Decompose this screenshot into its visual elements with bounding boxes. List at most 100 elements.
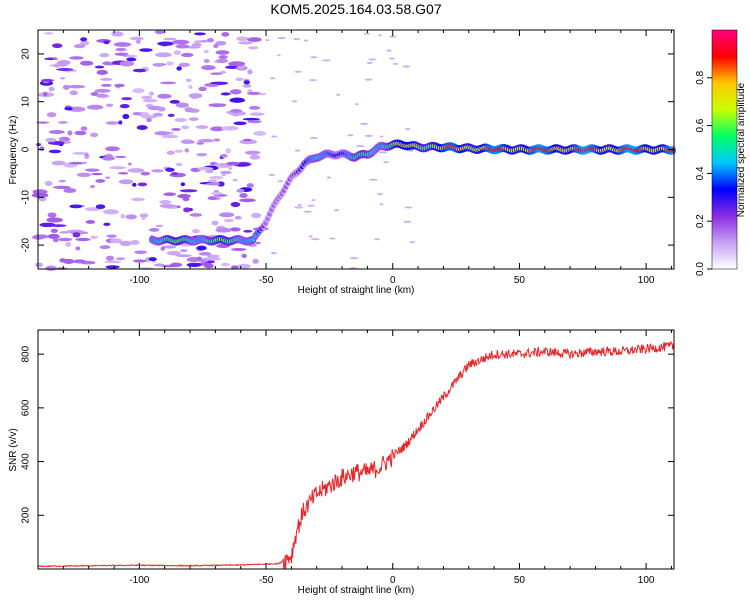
noise-blob [120,213,125,219]
noise-blob [132,182,137,187]
y-tick-label: 10 [21,96,32,108]
noise-blob [205,170,214,174]
noise-blob [310,56,318,59]
noise-blob [159,81,177,85]
noise-blob [57,120,68,124]
noise-blob [198,86,207,92]
noise-blob [105,121,119,125]
noise-blob [159,199,172,205]
noise-blob [220,92,231,96]
noise-blob [379,135,384,138]
noise-blob [277,36,287,39]
noise-blob [216,58,229,64]
figure-title: KOM5.2025.164.03.58.G07 [270,1,441,17]
noise-blob [104,260,122,264]
noise-blob [105,255,115,261]
noise-blob [67,84,86,89]
noise-blob [291,100,298,103]
noise-blob [151,169,164,173]
x-tick-label: 100 [638,275,655,286]
noise-blob [186,45,201,49]
noise-blob [127,162,132,166]
noise-blob [48,86,55,92]
noise-blob [57,59,71,66]
noise-blob [136,125,148,131]
noise-blob [255,241,261,245]
noise-blob [221,32,230,37]
noise-blob [238,41,253,45]
noise-blob [220,153,228,158]
noise-blob [132,68,147,73]
noise-blob [166,61,174,66]
noise-blob [175,162,183,167]
noise-blob [329,237,336,240]
noise-blob [303,210,312,213]
noise-blob [347,134,354,137]
spectrogram-ridge [149,139,676,246]
noise-blob [221,125,239,131]
noise-blob [60,77,66,80]
noise-blob [46,217,64,223]
noise-blob [208,103,227,108]
spectrogram-x-label: Height of straight line (km) [298,285,415,296]
colorbar-ticks: 0.0 0.2 0.4 0.6 0.8 [695,70,712,276]
noise-blob [376,193,383,196]
snr-x-label: Height of straight line (km) [298,585,415,596]
noise-blob [355,145,365,148]
noise-blob [308,235,313,238]
noise-blob [374,238,380,241]
noise-blob [69,90,79,96]
noise-blob [206,38,214,43]
noise-blob [47,212,57,218]
noise-blob [146,117,152,123]
noise-blob [242,84,252,88]
noise-blob [230,201,241,208]
noise-blob [51,160,66,166]
noise-blob [226,161,240,166]
noise-blob [334,209,340,212]
noise-blob [157,106,166,112]
noise-blob [196,153,208,157]
noise-blob [229,97,246,103]
noise-blob [220,262,230,267]
noise-blob [119,60,135,67]
noise-blob [50,228,58,234]
noise-blob [76,172,92,178]
noise-blob [271,135,278,138]
noise-blob [130,239,140,245]
noise-blob [163,37,177,41]
noise-blob [86,104,104,110]
noise-blob [181,125,190,130]
noise-blob [183,207,191,213]
noise-blob [153,263,165,267]
noise-blob [173,50,182,55]
noise-blob [100,77,113,81]
noise-blob [34,262,43,268]
noise-blob [215,50,230,55]
noise-blob [181,52,194,58]
colorbar-tick-label: 0.6 [695,118,706,132]
noise-blob [65,242,72,247]
noise-blob [105,146,120,152]
noise-blob [389,57,395,60]
noise-blob [114,52,129,56]
noise-blob [363,32,370,35]
noise-blob [409,241,416,244]
noise-blob [43,91,48,97]
noise-blob [237,263,251,269]
noise-blob [161,134,179,139]
spectrogram-y-ticks: -20 -10 0 10 20 [21,48,674,252]
noise-blob [101,156,116,161]
noise-blob [85,168,100,172]
colorbar-tick-label: 0.8 [695,70,706,84]
noise-blob [232,112,240,117]
x-tick-label: -50 [259,575,274,586]
noise-blob [96,69,108,75]
noise-blob [364,134,373,137]
noise-blob [203,58,210,64]
noise-blob [405,127,411,130]
noise-blob [404,206,413,209]
noise-blob [248,105,261,110]
noise-blob [230,265,239,270]
